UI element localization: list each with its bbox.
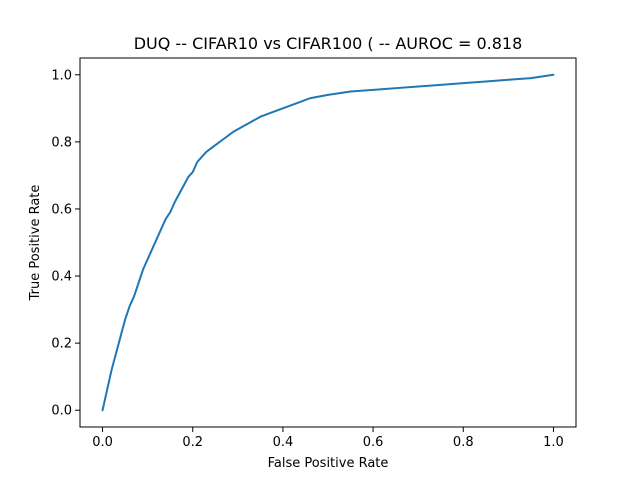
y-tick-label: 0.2 bbox=[51, 337, 72, 352]
plot-area bbox=[80, 58, 576, 427]
y-axis-label: True Positive Rate bbox=[28, 185, 43, 302]
x-axis: 0.0 0.2 0.4 0.6 0.8 1.0 bbox=[92, 427, 564, 450]
y-tick-label: 0.8 bbox=[51, 135, 72, 150]
axes-frame bbox=[79, 57, 577, 428]
roc-curve-line bbox=[101, 73, 555, 412]
x-tick-label: 0.4 bbox=[273, 435, 294, 450]
chart-title: DUQ -- CIFAR10 vs CIFAR100 ( -- AUROC = … bbox=[134, 34, 523, 53]
y-tick-label: 0.0 bbox=[51, 404, 72, 419]
x-tick-label: 0.8 bbox=[453, 435, 474, 450]
x-tick-label: 0.0 bbox=[92, 435, 113, 450]
x-tick-label: 0.6 bbox=[363, 435, 384, 450]
x-axis-label: False Positive Rate bbox=[268, 456, 389, 471]
y-tick-label: 0.4 bbox=[51, 270, 72, 285]
y-tick-label: 0.6 bbox=[51, 202, 72, 217]
plot-content bbox=[101, 73, 555, 412]
x-tick-label: 1.0 bbox=[543, 435, 564, 450]
y-tick-label: 1.0 bbox=[51, 68, 72, 83]
x-tick-label: 0.2 bbox=[182, 435, 203, 450]
y-axis: 0.0 0.2 0.4 0.6 0.8 1.0 bbox=[51, 68, 80, 419]
